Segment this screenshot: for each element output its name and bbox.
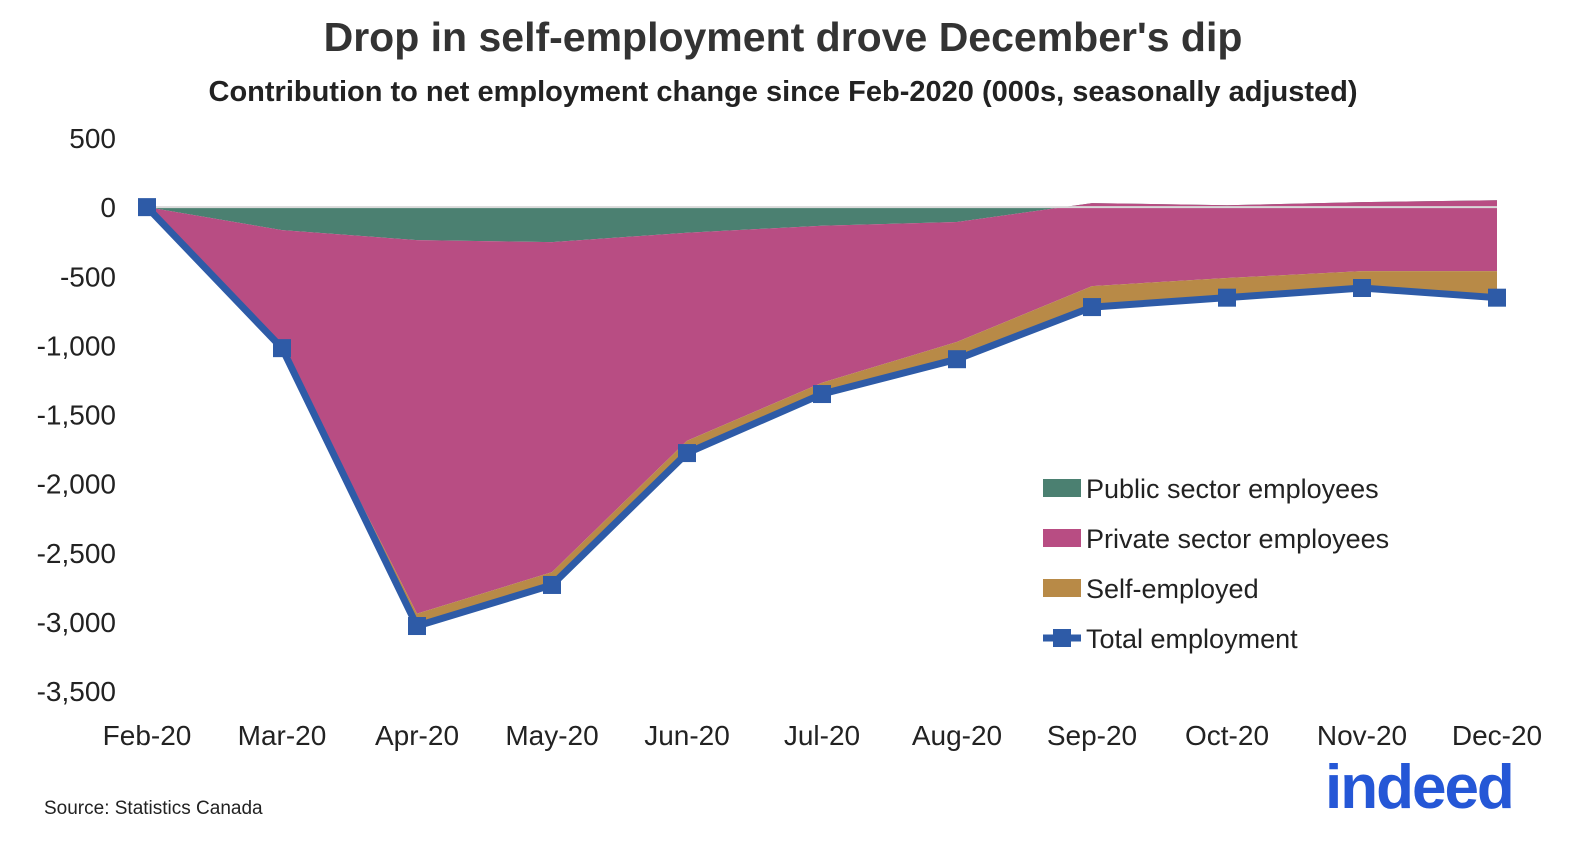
x-tick-label: Oct-20 — [1185, 720, 1269, 751]
x-tick-label: Apr-20 — [375, 720, 459, 751]
total-employment-marker — [543, 575, 561, 594]
chart-title: Drop in self-employment drove December's… — [323, 14, 1243, 60]
y-tick-label: -1,000 — [37, 330, 116, 361]
y-tick-label: -1,500 — [37, 400, 116, 431]
x-tick-label: May-20 — [505, 720, 598, 751]
y-tick-label: 0 — [100, 192, 116, 223]
x-tick-label: Jul-20 — [784, 720, 860, 751]
x-tick-label: Jun-20 — [644, 720, 730, 751]
x-tick-label: Dec-20 — [1452, 720, 1542, 751]
total-employment-marker — [1083, 298, 1101, 317]
area-private-sector-employees — [147, 200, 1497, 614]
legend-swatch — [1043, 579, 1081, 597]
y-tick-label: -3,000 — [37, 607, 116, 638]
indeed-logo: indeed — [1325, 753, 1515, 822]
legend-label: Public sector employees — [1086, 474, 1379, 504]
total-employment-marker — [408, 617, 426, 636]
x-tick-label: Sep-20 — [1047, 720, 1137, 751]
legend-marker-swatch — [1053, 629, 1071, 647]
y-tick-label: -2,500 — [37, 538, 116, 569]
x-tick-label: Aug-20 — [912, 720, 1002, 751]
legend-swatch — [1043, 479, 1081, 497]
total-employment-marker — [948, 350, 966, 369]
chart-subtitle: Contribution to net employment change si… — [208, 76, 1358, 108]
total-employment-marker — [813, 385, 831, 404]
y-tick-label: 500 — [69, 123, 116, 154]
x-tick-label: Feb-20 — [103, 720, 192, 751]
legend-label: Private sector employees — [1086, 524, 1389, 554]
y-tick-label: -500 — [60, 261, 116, 292]
x-tick-label: Mar-20 — [238, 720, 327, 751]
legend-label: Self-employed — [1086, 574, 1259, 604]
total-employment-marker — [1353, 279, 1371, 298]
source-note: Source: Statistics Canada — [44, 798, 263, 819]
total-employment-marker — [678, 444, 696, 463]
legend-label: Total employment — [1086, 624, 1298, 654]
total-employment-marker — [1218, 288, 1236, 307]
total-employment-marker — [1488, 288, 1506, 307]
y-tick-label: -2,000 — [37, 469, 116, 500]
x-tick-label: Nov-20 — [1317, 720, 1407, 751]
area-public-sector-employees — [147, 200, 1497, 243]
legend-swatch — [1043, 529, 1081, 547]
total-employment-marker — [138, 198, 156, 217]
y-tick-label: -3,500 — [37, 676, 116, 707]
total-employment-marker — [273, 339, 291, 358]
